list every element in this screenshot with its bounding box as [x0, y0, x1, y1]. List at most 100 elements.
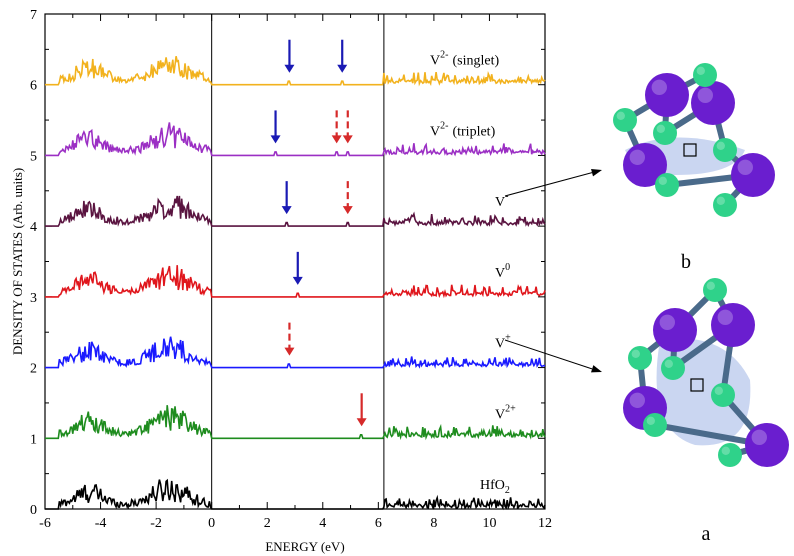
o-atom-3 — [711, 383, 735, 407]
hf-atom-0 — [645, 73, 689, 117]
atom-highlight — [646, 416, 655, 425]
dos-series — [45, 56, 546, 511]
dos-line-1 — [45, 405, 546, 441]
atom-highlight — [751, 429, 767, 445]
defect-arrow-5-2 — [342, 110, 353, 144]
atom-body — [731, 153, 775, 197]
arrow-head — [284, 64, 295, 73]
defect-arrow-5-1 — [331, 110, 342, 144]
atom-body — [713, 193, 737, 217]
arrow-head — [331, 135, 342, 144]
defect-arrow-5-0 — [270, 110, 281, 144]
x-axis-title: ENERGY (eV) — [265, 539, 344, 554]
atom-highlight — [631, 349, 640, 358]
arrow-head — [270, 135, 281, 144]
series-label-4: V- — [495, 191, 508, 210]
x-tick-label: 8 — [430, 516, 437, 531]
y-tick-label: 7 — [30, 8, 37, 23]
x-tick-label: 6 — [375, 516, 382, 531]
y-tick-label: 6 — [30, 79, 37, 94]
o-atom-0 — [703, 278, 727, 302]
x-tick-label: 10 — [482, 516, 496, 531]
atom-highlight — [697, 87, 713, 104]
connector-v-plus — [504, 339, 602, 373]
atom-body — [693, 63, 717, 87]
hf-atom-2 — [623, 143, 667, 187]
arrow-head — [292, 276, 303, 285]
atom-body — [661, 356, 685, 380]
x-tick-label: 12 — [538, 516, 552, 531]
vacancy-marker — [690, 378, 704, 392]
panel-label-a: a — [702, 523, 711, 545]
o-atom-4 — [655, 173, 679, 197]
atom-highlight — [629, 392, 645, 408]
dos-line-3 — [45, 265, 546, 299]
atom-highlight — [616, 111, 625, 121]
atom-highlight — [651, 79, 667, 96]
o-atom-5 — [718, 443, 742, 467]
series-label-6: V2- (singlet) — [430, 50, 499, 69]
dos-line-4 — [45, 195, 546, 227]
o-atom-2 — [661, 356, 685, 380]
atom-body — [613, 108, 637, 132]
atom-body — [711, 383, 735, 407]
vacancy-marker — [683, 143, 697, 157]
hf-atom-1 — [691, 81, 735, 125]
atom-highlight — [721, 446, 730, 455]
defect-arrow-3-0 — [292, 251, 303, 285]
x-tick-label: 4 — [319, 516, 326, 531]
atom-body — [711, 303, 755, 347]
x-tick-label: -6 — [39, 516, 51, 531]
hf-atom-1 — [711, 303, 755, 347]
series-label-5: V2- (triplet) — [430, 120, 496, 139]
atom-highlight — [696, 66, 705, 76]
arrow-head — [284, 347, 295, 356]
atom-body — [645, 73, 689, 117]
o-atom-3 — [713, 138, 737, 162]
o-atom-1 — [628, 346, 652, 370]
connector-line — [504, 339, 593, 370]
atom-highlight — [716, 196, 725, 205]
o-atom-1 — [613, 108, 637, 132]
atom-body — [628, 346, 652, 370]
dos-line-0 — [45, 478, 546, 511]
defect-arrow-2-0 — [284, 322, 295, 356]
arrow-head — [356, 418, 367, 427]
y-tick-label: 2 — [30, 362, 37, 377]
y-tick-label: 0 — [30, 503, 37, 518]
defect-level-arrows — [270, 39, 367, 427]
connector-v-minus — [504, 169, 602, 197]
arrow-head — [281, 206, 292, 215]
x-tick-label: -4 — [95, 516, 107, 531]
structure-b — [613, 63, 775, 217]
structure-a — [623, 278, 789, 467]
arrow-head — [337, 64, 348, 73]
defect-arrow-4-0 — [281, 181, 292, 215]
atom-highlight — [629, 149, 645, 165]
defect-arrow-1-0 — [356, 393, 367, 427]
connector-head — [591, 169, 602, 177]
y-tick-label: 1 — [30, 432, 37, 447]
y-axis-title: DENSITY OF STATES (Arb. units) — [10, 168, 25, 355]
atom-highlight — [656, 124, 665, 133]
atom-highlight — [706, 281, 715, 290]
dos-line-5 — [45, 122, 546, 157]
atom-body — [703, 278, 727, 302]
atom-body — [623, 143, 667, 187]
hf-atom-3 — [745, 423, 789, 467]
atom-highlight — [714, 386, 723, 395]
atom-highlight — [664, 359, 673, 368]
o-atom-0 — [693, 63, 717, 87]
atom-highlight — [717, 309, 733, 325]
panel-label-b: b — [681, 251, 691, 273]
y-tick-label: 4 — [30, 220, 37, 235]
o-atom-4 — [643, 413, 667, 437]
atom-highlight — [716, 141, 725, 150]
series-label-0: HfO2 — [480, 478, 510, 496]
defect-arrow-4-1 — [342, 181, 353, 215]
x-tick-label: 0 — [208, 516, 215, 531]
o-atom-2 — [653, 121, 677, 145]
x-tick-label: -2 — [150, 516, 162, 531]
series-labels: HfO2 V2+ V+ V0 V- V2- (triplet) V2- (singlet) — [430, 50, 516, 496]
